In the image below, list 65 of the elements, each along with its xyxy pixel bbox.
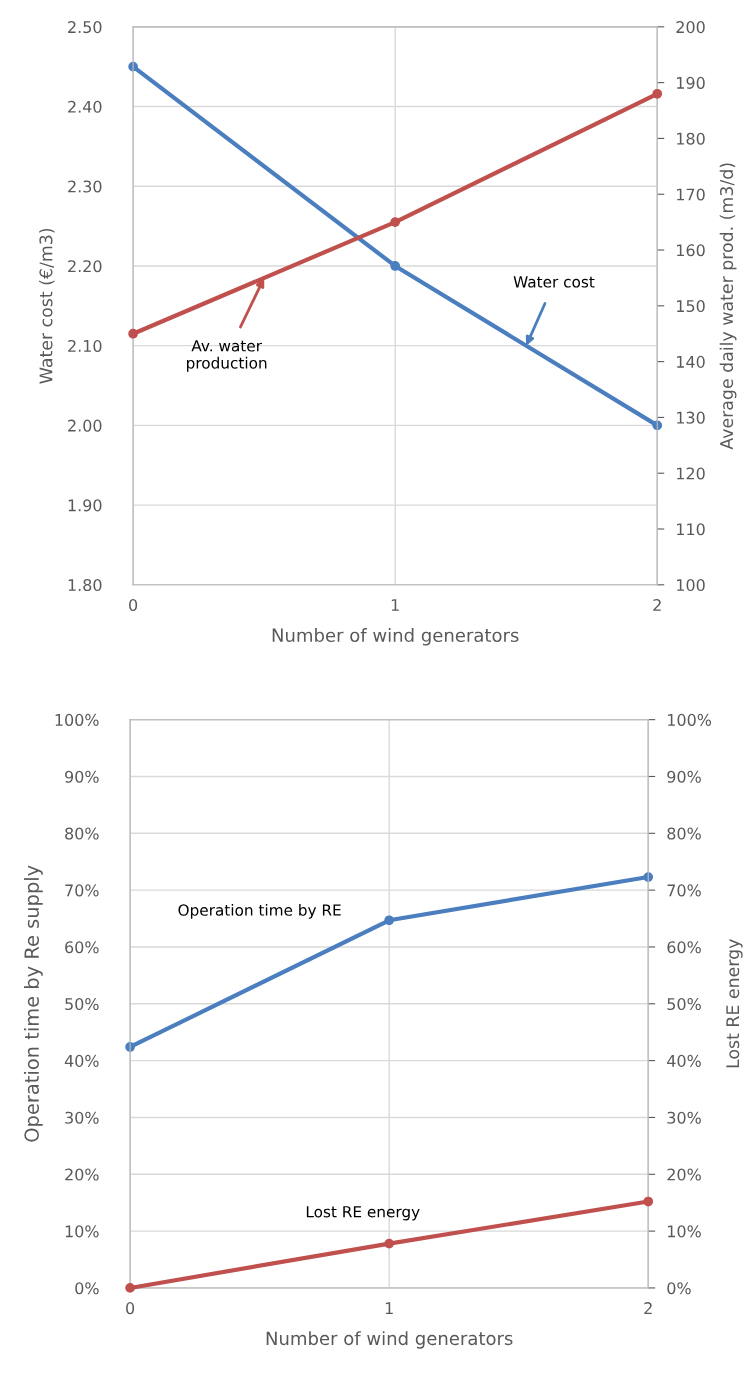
annotation: Av. water production [187,340,267,372]
y-tick-label: 10% [65,1225,99,1238]
y-tick-label: 70% [65,884,99,897]
annotation: Water cost [513,276,595,288]
series-label: Operation time by RE [178,904,341,919]
y2-tick-label: 140 [677,355,705,368]
y-tick-label: 2.10 [68,339,102,352]
y2-tick-label: 170 [677,188,705,201]
point [652,88,663,99]
y2-tick-label: 100% [668,713,712,726]
y-tick-label: 1.80 [68,579,102,592]
y2-tick-label: 0% [667,1282,691,1295]
y-tick-label: 50% [65,998,99,1011]
y2-tick-label: 30% [667,1111,701,1124]
y-tick-label: 0% [75,1282,99,1295]
x-tick-label: 0 [129,598,138,612]
y-tick-label: 20% [65,1168,99,1181]
x-tick-label: 0 [126,1302,135,1315]
x-axis-title: Number of wind generators [272,628,519,646]
y-tick-label: 80% [65,827,99,840]
y-tick-label: 2.40 [68,100,102,113]
y2-tick-label: 60% [667,941,701,954]
point [390,217,401,227]
y2-tick-label: 40% [667,1054,701,1067]
series-label: Lost RE energy [306,1206,420,1221]
y-axis-title: Water cost (€/m3) [39,228,55,384]
y2-tick-label: 160 [677,244,705,257]
y-tick-label: 2.50 [68,21,102,34]
y2-tick-label: 130 [677,411,705,424]
point [643,1196,654,1207]
y2-tick-label: 180 [677,132,705,145]
y2-tick-label: 100 [677,579,705,592]
y-tick-label: 1.90 [68,499,102,512]
y2-tick-label: 90% [667,770,701,783]
y2-tick-label: 10% [668,1225,701,1238]
y2-axis-title: Average daily water prod. (m3/d) [719,163,737,450]
y-tick-label: 2.20 [68,260,102,273]
y2-tick-label: 120 [677,467,705,480]
x-tick-label: 1 [385,1302,393,1314]
y-axis-title: Operation time by Re supply [23,865,43,1142]
point [125,1283,135,1293]
y-tick-label: 90% [65,770,99,783]
x-tick-label: 2 [653,598,661,611]
y2-tick-label: 20% [667,1168,701,1181]
y2-axis-title: Lost RE energy [726,939,743,1068]
y-tick-label: 30% [65,1111,99,1124]
y2-tick-label: 200 [676,21,705,34]
y-tick-label: 2.00 [68,419,102,432]
y2-tick-label: 80% [667,827,701,840]
point [390,261,401,271]
point [384,1238,395,1249]
x-axis-title: Number of wind generators [266,1331,513,1349]
y2-tick-label: 190 [677,76,705,89]
y2-tick-label: 70% [667,884,701,897]
y-tick-label: 100% [55,713,99,726]
y2-tick-label: 110 [677,523,705,536]
y-tick-label: 60% [65,941,99,954]
x-tick-label: 2 [644,1302,652,1314]
y2-tick-label: 150 [677,300,705,313]
y-tick-label: 2.30 [68,180,102,193]
y2-tick-label: 50% [667,998,701,1011]
point [128,328,138,339]
x-tick-label: 1 [391,599,399,611]
point [384,915,395,926]
y-tick-label: 40% [64,1054,99,1067]
